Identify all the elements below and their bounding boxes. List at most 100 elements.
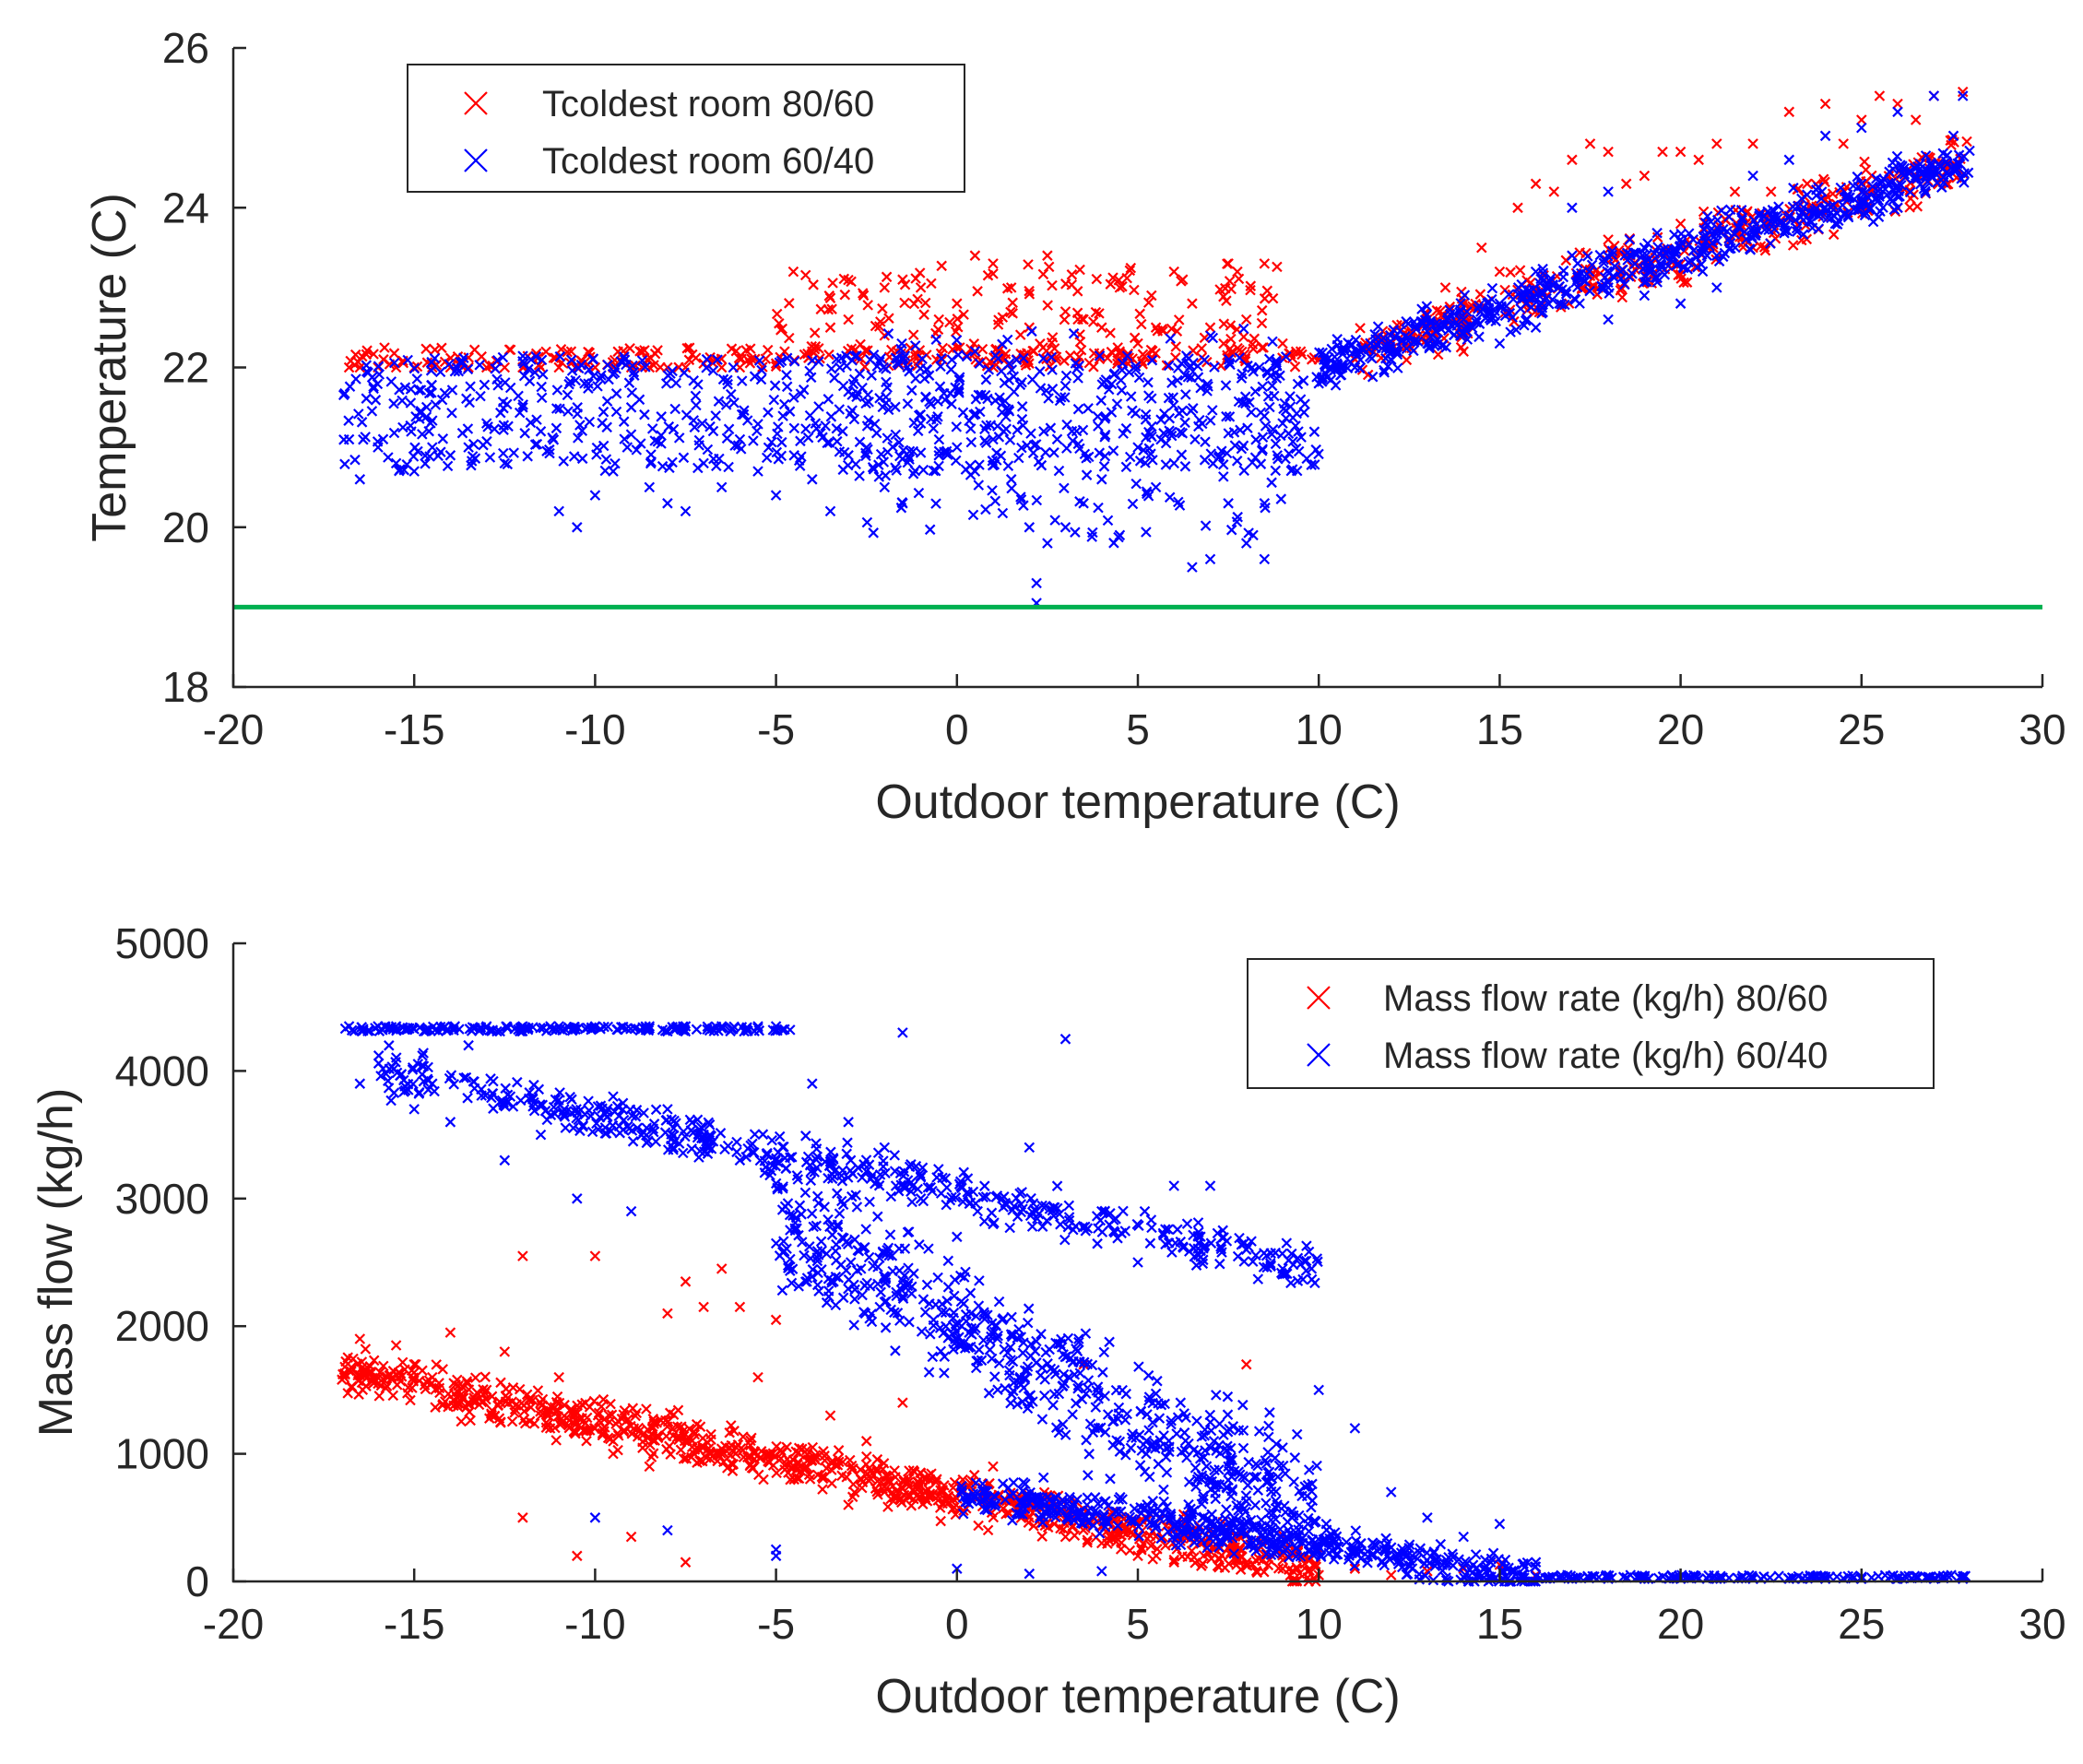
data-point (1265, 1481, 1277, 1493)
data-point (608, 1448, 619, 1460)
data-point (1736, 214, 1748, 226)
data-point (1166, 377, 1178, 388)
data-point (1690, 252, 1702, 264)
data-point (1892, 191, 1904, 203)
data-point (537, 1099, 549, 1111)
data-point (1014, 1371, 1026, 1383)
data-point (703, 1117, 715, 1129)
data-point (1262, 1559, 1274, 1571)
data-point (342, 1352, 353, 1363)
data-point (1207, 405, 1218, 416)
data-point (1349, 361, 1361, 373)
data-point (378, 1360, 389, 1372)
data-point (691, 1024, 703, 1036)
data-point (910, 273, 921, 284)
data-point (1036, 1200, 1047, 1212)
data-point (562, 346, 573, 358)
data-point (563, 378, 574, 390)
data-point (1225, 1454, 1236, 1466)
data-point (1126, 1432, 1138, 1443)
data-point (605, 1398, 616, 1410)
data-point (1112, 355, 1123, 366)
data-point (738, 1451, 750, 1462)
data-point (1218, 318, 1230, 329)
data-point (1408, 316, 1420, 327)
data-point (1031, 577, 1042, 589)
data-point (902, 361, 913, 373)
data-point (644, 481, 656, 493)
data-point (726, 388, 737, 400)
data-point (1007, 297, 1018, 309)
data-point (763, 442, 775, 454)
data-point (1831, 219, 1843, 230)
data-point (373, 1050, 385, 1061)
data-point (897, 498, 908, 509)
data-point (710, 410, 721, 421)
data-point (1004, 434, 1016, 445)
data-point (1004, 1222, 1015, 1234)
data-point (551, 1391, 563, 1403)
data-point (422, 1084, 434, 1095)
data-point (390, 1057, 401, 1068)
data-point (846, 1463, 858, 1475)
data-point (1210, 1493, 1222, 1505)
data-point (811, 1255, 823, 1267)
data-point (1098, 461, 1110, 472)
data-point (895, 343, 906, 355)
data-point (832, 1188, 843, 1199)
data-point (933, 450, 944, 461)
data-point (1133, 372, 1145, 384)
data-point (1859, 156, 1870, 168)
data-point (989, 1371, 1000, 1382)
data-point (1959, 168, 1970, 179)
data-point (1114, 529, 1126, 541)
data-point (788, 450, 799, 461)
data-point (354, 474, 366, 485)
data-point (344, 381, 356, 392)
bottom-scatter-points (337, 1021, 1971, 1587)
data-point (802, 432, 814, 444)
data-point (1941, 166, 1953, 178)
data-point (607, 368, 619, 380)
data-point (1277, 1442, 1288, 1453)
data-point (906, 1281, 917, 1293)
data-point (1067, 1409, 1078, 1420)
data-point (913, 487, 925, 499)
data-point (1735, 205, 1747, 216)
data-point (980, 437, 992, 448)
data-point (666, 1114, 678, 1125)
data-point (1250, 1555, 1261, 1566)
data-point (1458, 298, 1469, 309)
data-point (1287, 436, 1298, 447)
data-point (517, 1512, 528, 1523)
data-point (969, 466, 981, 477)
data-point (1002, 460, 1014, 471)
data-point (1014, 379, 1026, 391)
data-point (970, 1322, 981, 1333)
data-point (1811, 184, 1822, 195)
data-point (1774, 217, 1785, 229)
data-point (646, 423, 658, 434)
data-point (429, 1085, 440, 1097)
data-point (953, 372, 965, 383)
data-point (531, 414, 542, 425)
data-point (858, 1307, 870, 1318)
data-point (989, 495, 1001, 507)
data-point (805, 1175, 817, 1186)
data-point (1675, 273, 1687, 284)
data-point (1947, 130, 1959, 142)
data-point (575, 355, 586, 366)
data-point (1379, 367, 1390, 378)
data-point (1050, 1422, 1062, 1433)
data-point (915, 418, 927, 429)
data-point (1277, 418, 1288, 429)
data-point (1161, 360, 1173, 371)
data-point (858, 1159, 870, 1170)
x-tick-label: -20 (203, 705, 264, 753)
data-point (1037, 353, 1049, 364)
data-point (873, 321, 885, 332)
data-point (953, 349, 964, 361)
data-point (986, 1353, 998, 1365)
data-point (1402, 318, 1414, 329)
data-point (1920, 150, 1932, 161)
